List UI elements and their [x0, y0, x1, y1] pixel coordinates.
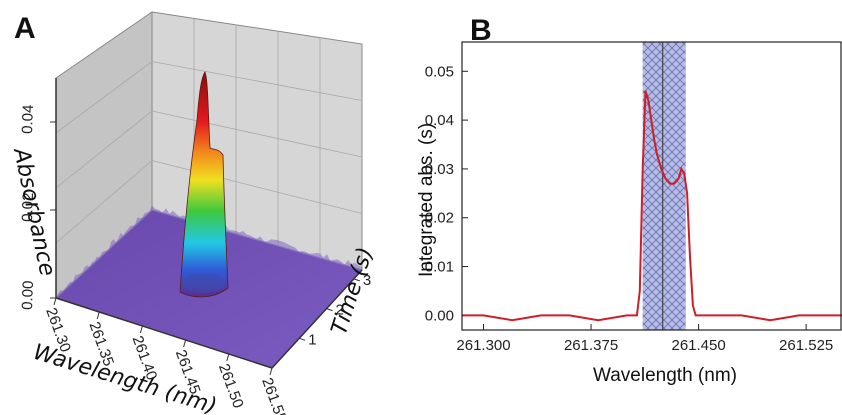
wavelength-tick-mark — [139, 325, 143, 334]
time-axis-line — [271, 269, 363, 369]
series-line — [462, 90, 842, 322]
floor-noise-edge — [56, 205, 362, 298]
plot-frame — [461, 41, 842, 331]
absorbance-ticks: 0.00 0.02 0.04 — [19, 104, 56, 310]
floor-noise — [56, 205, 362, 298]
absorbance-tick-label: 0.00 — [19, 280, 37, 310]
absorbance-tick-label: 0.04 — [19, 104, 37, 134]
back-wall-grid — [55, 18, 363, 258]
absorbance-peak — [179, 71, 229, 298]
y-ticks: 0.00 0.01 0.02 0.03 0.04 0.05 — [425, 63, 468, 324]
wavelength-tick-mark — [269, 367, 273, 376]
wavelength-tick-mark — [96, 311, 100, 320]
wavelength-tick-label: 261.55 — [258, 376, 290, 415]
y-tick-label: 0.03 — [425, 161, 454, 178]
y-tick-label: 0.02 — [425, 210, 454, 227]
panel-b: B 0.00 0.01 0.02 0.03 0.04 0.05 261.300 261.37… — [416, 14, 842, 386]
peak-base — [181, 273, 225, 293]
time-tick-label: 3 — [363, 272, 371, 289]
x-ticks: 261.300 261.375 261.450 261.525 — [456, 324, 833, 354]
wavelength-tick-mark — [53, 297, 57, 306]
y-axis-label: Integrated abs. (s) — [416, 123, 437, 277]
wavelength-tick-label: 261.50 — [215, 362, 247, 411]
absorbance-tick-label: 0.02 — [19, 192, 37, 222]
x-axis-label: Wavelength (nm) — [593, 365, 737, 386]
wavelength-axis-line — [55, 297, 273, 369]
x-tick-label: 261.450 — [671, 337, 725, 354]
integration-band-hatch — [642, 42, 686, 330]
time-tick-mark — [326, 308, 333, 312]
panel-a-letter: A — [14, 12, 36, 45]
x-tick-label: 261.300 — [456, 337, 510, 354]
wavelength-tick-mark — [226, 353, 230, 362]
x-tick-label: 261.375 — [564, 337, 618, 354]
time-tick-mark — [353, 278, 360, 282]
time-tick-mark — [299, 337, 306, 341]
y-tick-label: 0.05 — [425, 63, 454, 80]
time-tick-label: 2 — [336, 302, 344, 319]
absorbance-axis-label: Absorbance — [8, 144, 60, 278]
time-tick-label: 1 — [308, 331, 316, 348]
wavelength-tick-mark — [183, 339, 187, 348]
x-tick-label: 261.525 — [779, 337, 833, 354]
y-tick-label: 0.00 — [425, 307, 454, 324]
panel-a: A 261.30 261.35 261.40 261.45 261.50 261.55 1… — [8, 11, 379, 415]
y-tick-label: 0.01 — [425, 259, 454, 276]
time-ticks: 1 2 3 — [299, 272, 371, 348]
y-tick-label: 0.04 — [425, 112, 454, 129]
panel-b-letter: B — [470, 14, 492, 47]
